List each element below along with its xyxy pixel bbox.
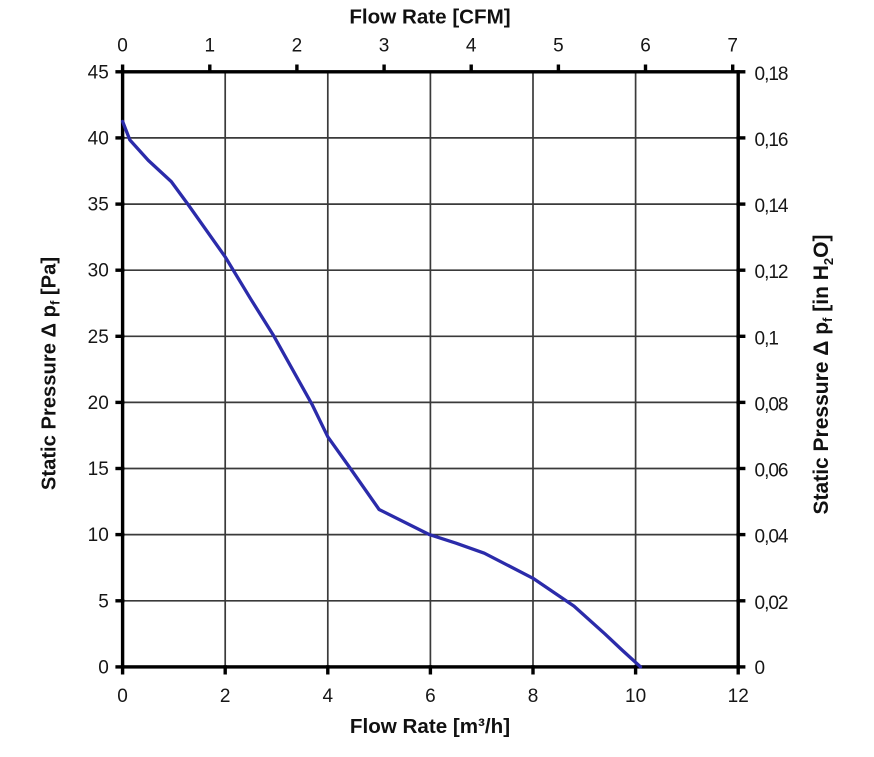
svg-text:40: 40: [88, 128, 109, 149]
svg-text:4: 4: [466, 36, 477, 57]
svg-text:6: 6: [425, 686, 436, 707]
svg-text:Flow Rate [CFM]: Flow Rate [CFM]: [349, 6, 510, 29]
svg-text:Static Pressure Δ pf [in H2O]: Static Pressure Δ pf [in H2O]: [810, 235, 836, 515]
svg-text:Static Pressure Δ pf [Pa]: Static Pressure Δ pf [Pa]: [39, 257, 63, 490]
svg-text:45: 45: [88, 62, 109, 83]
svg-text:Flow Rate [m³/h]: Flow Rate [m³/h]: [350, 715, 510, 738]
svg-text:15: 15: [88, 459, 109, 480]
svg-text:0: 0: [755, 658, 765, 679]
svg-text:25: 25: [88, 327, 109, 348]
svg-text:0,12: 0,12: [755, 262, 788, 283]
svg-text:2: 2: [220, 686, 231, 707]
svg-text:8: 8: [528, 686, 539, 707]
svg-text:7: 7: [727, 36, 738, 57]
svg-text:0,04: 0,04: [755, 527, 789, 548]
svg-text:3: 3: [379, 36, 390, 57]
svg-text:0,02: 0,02: [755, 593, 788, 614]
svg-text:4: 4: [323, 686, 334, 707]
svg-text:6: 6: [640, 36, 651, 57]
svg-text:0,08: 0,08: [755, 394, 788, 415]
svg-text:5: 5: [98, 591, 109, 612]
svg-text:0: 0: [98, 657, 109, 678]
svg-text:10: 10: [88, 525, 109, 546]
svg-text:2: 2: [292, 36, 303, 57]
svg-text:0: 0: [117, 686, 128, 707]
svg-text:12: 12: [728, 686, 749, 707]
svg-text:0,14: 0,14: [755, 196, 789, 217]
svg-text:0: 0: [117, 36, 128, 57]
svg-text:0,16: 0,16: [755, 130, 788, 151]
svg-text:5: 5: [553, 36, 564, 57]
svg-text:30: 30: [88, 261, 109, 282]
svg-text:0,18: 0,18: [755, 64, 788, 85]
svg-text:0,06: 0,06: [755, 461, 788, 482]
svg-text:35: 35: [88, 195, 109, 216]
svg-text:0,1: 0,1: [755, 328, 779, 349]
svg-text:10: 10: [625, 686, 646, 707]
svg-text:20: 20: [88, 393, 109, 414]
svg-text:1: 1: [205, 36, 216, 57]
